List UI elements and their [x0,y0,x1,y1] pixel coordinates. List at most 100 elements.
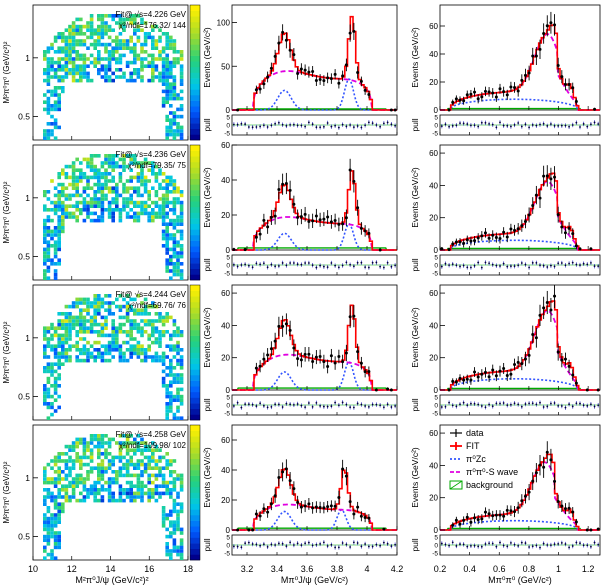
dalitz-cell [179,358,184,363]
data-point [491,91,495,95]
dalitz-cell [86,495,90,499]
dalitz-cell [61,362,65,366]
pull-tick-label: -5 [432,131,438,138]
dalitz-cell [61,215,65,219]
dalitz-cell [46,391,51,395]
dalitz-cell [143,211,148,216]
dalitz-cell [154,172,159,176]
pull-point [513,543,516,546]
dalitz-cell [179,75,184,79]
dalitz-cell [133,50,137,54]
dalitz-cell [179,136,184,140]
dalitz-cell [118,57,123,61]
pull-point [319,405,322,407]
data-point [292,346,296,350]
dalitz-cell [79,330,83,334]
pull-point [289,262,292,264]
dalitz-cell [129,161,133,165]
dalitz-cell [71,172,76,176]
dalitz-cell [154,75,159,79]
dalitz-cell [165,545,169,550]
dalitz-cell [71,75,76,79]
dalitz-cell [169,462,173,467]
dalitz-cell [115,204,119,208]
pull-point [575,402,578,405]
dalitz-cell [172,254,177,259]
dalitz-cell [140,204,144,208]
dalitz-cell [57,506,61,510]
data-point [386,387,390,391]
pull-point [251,266,254,269]
dalitz-cell [107,60,112,65]
pull-point [322,265,325,268]
dalitz-cell [172,233,177,237]
dalitz-cell [136,322,141,327]
dalitz-cell [165,222,169,226]
colorbar-segment [190,44,200,51]
pull-point [341,401,344,404]
dalitz-cell [86,355,90,359]
dalitz-cell [151,39,155,43]
dalitz-cell [165,129,169,133]
dalitz-cell [107,484,112,488]
dalitz-cell [122,28,126,32]
dalitz-cell [179,542,184,546]
dalitz-cell [97,168,101,172]
dalitz-cell [75,32,79,36]
dalitz-cell [172,545,177,550]
dalitz-cell [46,104,51,108]
dalitz-cell [68,355,72,359]
dalitz-cell [165,64,169,68]
dalitz-cell [118,470,123,474]
pull-point [466,123,469,125]
dalitz-cell [93,491,97,496]
dalitz-cell [133,200,137,205]
dalitz-cell [89,42,94,47]
y-tick-label: 0 [434,386,439,395]
pull-axis-label: pull [410,118,420,131]
dalitz-cell [107,351,112,356]
pull-point [473,544,476,547]
dalitz-cell [43,208,47,212]
dalitz-cell [147,448,151,452]
data-point [389,108,393,112]
dalitz-cell [165,89,169,94]
dalitz-cell [122,204,126,208]
dalitz-cell [104,315,108,320]
dalitz-cell [86,304,90,309]
fit-curve [232,170,397,251]
dalitz-cell [140,301,144,305]
pull-point [542,542,545,545]
dalitz-cell [122,358,126,363]
dalitz-cell [68,348,72,352]
dalitz-cell [140,182,144,187]
dalitz-cell [122,168,126,172]
dalitz-cell [118,46,123,50]
dalitz-cell [122,498,126,503]
dalitz-cell [111,50,115,54]
dalitz-cell [107,437,112,442]
dalitz-cell [118,172,123,176]
pull-point [236,265,239,268]
dalitz-cell [50,333,54,338]
dalitz-cell [97,17,101,22]
dalitz-cell [143,484,148,488]
dalitz-cell [82,480,87,485]
dalitz-cell [68,68,72,72]
dalitz-cell [176,340,180,345]
dalitz-cell [143,322,148,327]
dalitz-cell [53,480,58,485]
data-point [563,82,567,86]
pull-point [262,262,265,265]
dalitz-cell [158,208,162,212]
y-tick-label: 1 [25,53,30,63]
dalitz-cell [161,208,166,212]
dalitz-cell [75,57,79,61]
dalitz-cell [165,240,169,244]
dalitz-cell [107,344,112,348]
dalitz-cell [118,157,123,162]
dalitz-cell [129,473,133,478]
dalitz-cell [179,200,184,205]
dalitz-cell [147,78,151,83]
dalitz-cell [43,132,47,137]
